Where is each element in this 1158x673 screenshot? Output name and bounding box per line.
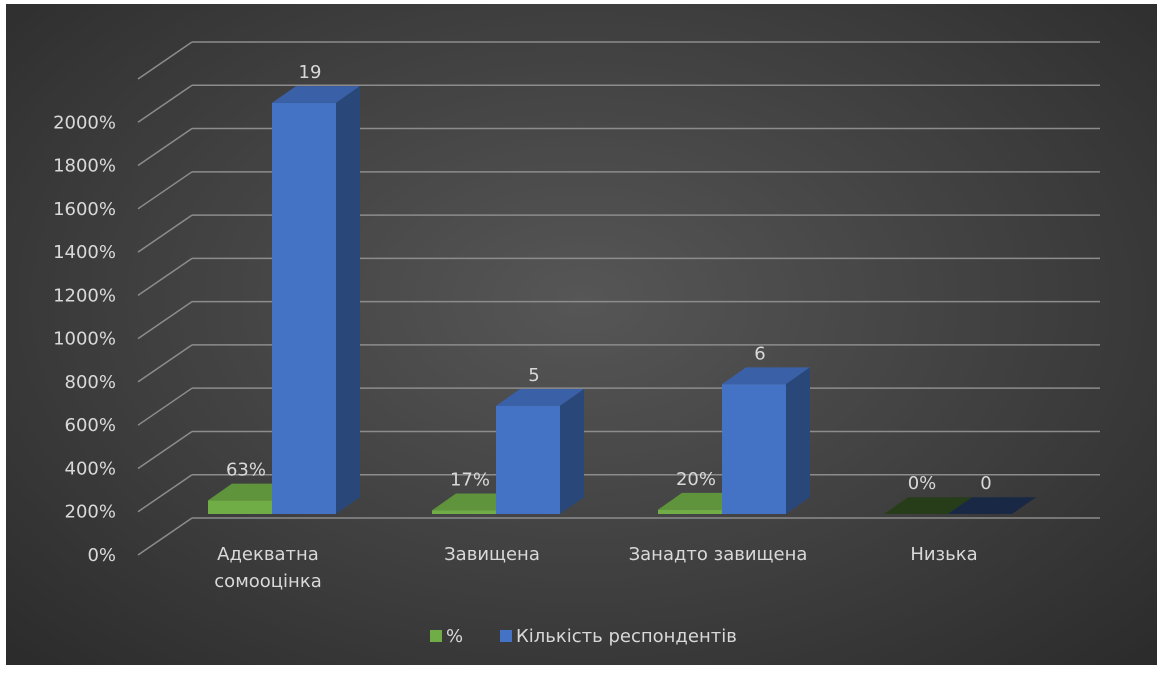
y-tick-label: 1600% (53, 199, 116, 220)
gridline-diagonal (137, 344, 193, 383)
y-tick-label: 600% (65, 415, 116, 436)
y-tick-label: 1400% (53, 242, 116, 263)
bar-side-count (786, 367, 810, 514)
chart-area: 0% 200% 400% 600% 800% 1000% 1200% 1400% 1600% 18… (6, 4, 1157, 665)
y-tick-label: 1200% (53, 285, 116, 306)
gridline-diagonal (137, 214, 193, 253)
bar-top-count (948, 497, 1036, 514)
x-axis-categories: Адекватна сомооцінка Завищена Занадто завищ… (214, 544, 977, 592)
legend-swatch-percent (430, 630, 442, 642)
category-label: Завищена (444, 544, 540, 565)
data-label: 17% (450, 470, 490, 491)
data-label: 19 (299, 62, 322, 83)
gridline-diagonal (137, 41, 193, 80)
data-label: 0 (980, 473, 991, 494)
bar-top-percent (884, 497, 972, 514)
category-label: Адекватна (217, 544, 319, 565)
bar-top-count (496, 389, 584, 406)
bar-top-count (272, 86, 360, 103)
category-label: Низька (910, 544, 977, 565)
y-tick-label: 0% (87, 545, 116, 566)
gridline-diagonal (137, 387, 193, 426)
data-labels: 63% 19 17% 5 20% 6 0% 0 (226, 62, 992, 494)
gridline-diagonal (137, 84, 193, 123)
data-label: 5 (528, 365, 539, 386)
category-label: Занадто завищена (629, 544, 808, 565)
gridline-diagonal (137, 301, 193, 340)
y-tick-label: 1000% (53, 329, 116, 350)
gridline-diagonal (137, 474, 193, 513)
legend-swatch-count (500, 630, 512, 642)
gridline-diagonal (137, 127, 193, 167)
bar-percent (208, 500, 272, 514)
gridline-diagonal (137, 171, 193, 210)
data-label: 6 (754, 343, 765, 364)
gridline-diagonal (137, 257, 193, 296)
y-tick-label: 200% (65, 502, 116, 523)
bar-count (272, 102, 336, 514)
data-label: 20% (676, 469, 716, 490)
y-tick-label: 2000% (53, 112, 116, 133)
data-label: 0% (908, 473, 937, 494)
legend-label: % (446, 626, 463, 647)
y-tick-label: 400% (65, 458, 116, 479)
y-tick-label: 800% (65, 372, 116, 393)
bar-side-count (336, 86, 360, 514)
category-label: сомооцінка (214, 571, 321, 592)
gridline-diagonal (137, 430, 193, 470)
data-label: 63% (226, 460, 266, 481)
bar-count (496, 405, 560, 514)
bar-chart: 0%200%400%600%800%1000%1200%1400%1600%18… (53, 41, 1100, 647)
bar-top-count (722, 367, 810, 385)
bar-percent (432, 510, 496, 514)
legend-label: Кількість респондентів (516, 626, 737, 647)
y-axis-ticks: 0% 200% 400% 600% 800% 1000% 1200% 1400% 1600% 18… (53, 112, 116, 566)
legend: % Кількість респондентів (430, 626, 737, 647)
bar-count (722, 384, 786, 514)
bar-percent (658, 509, 722, 514)
gridline-diagonal (137, 517, 193, 556)
y-tick-label: 1800% (53, 156, 116, 177)
bar-side-count (560, 389, 584, 514)
bars (208, 86, 1036, 514)
